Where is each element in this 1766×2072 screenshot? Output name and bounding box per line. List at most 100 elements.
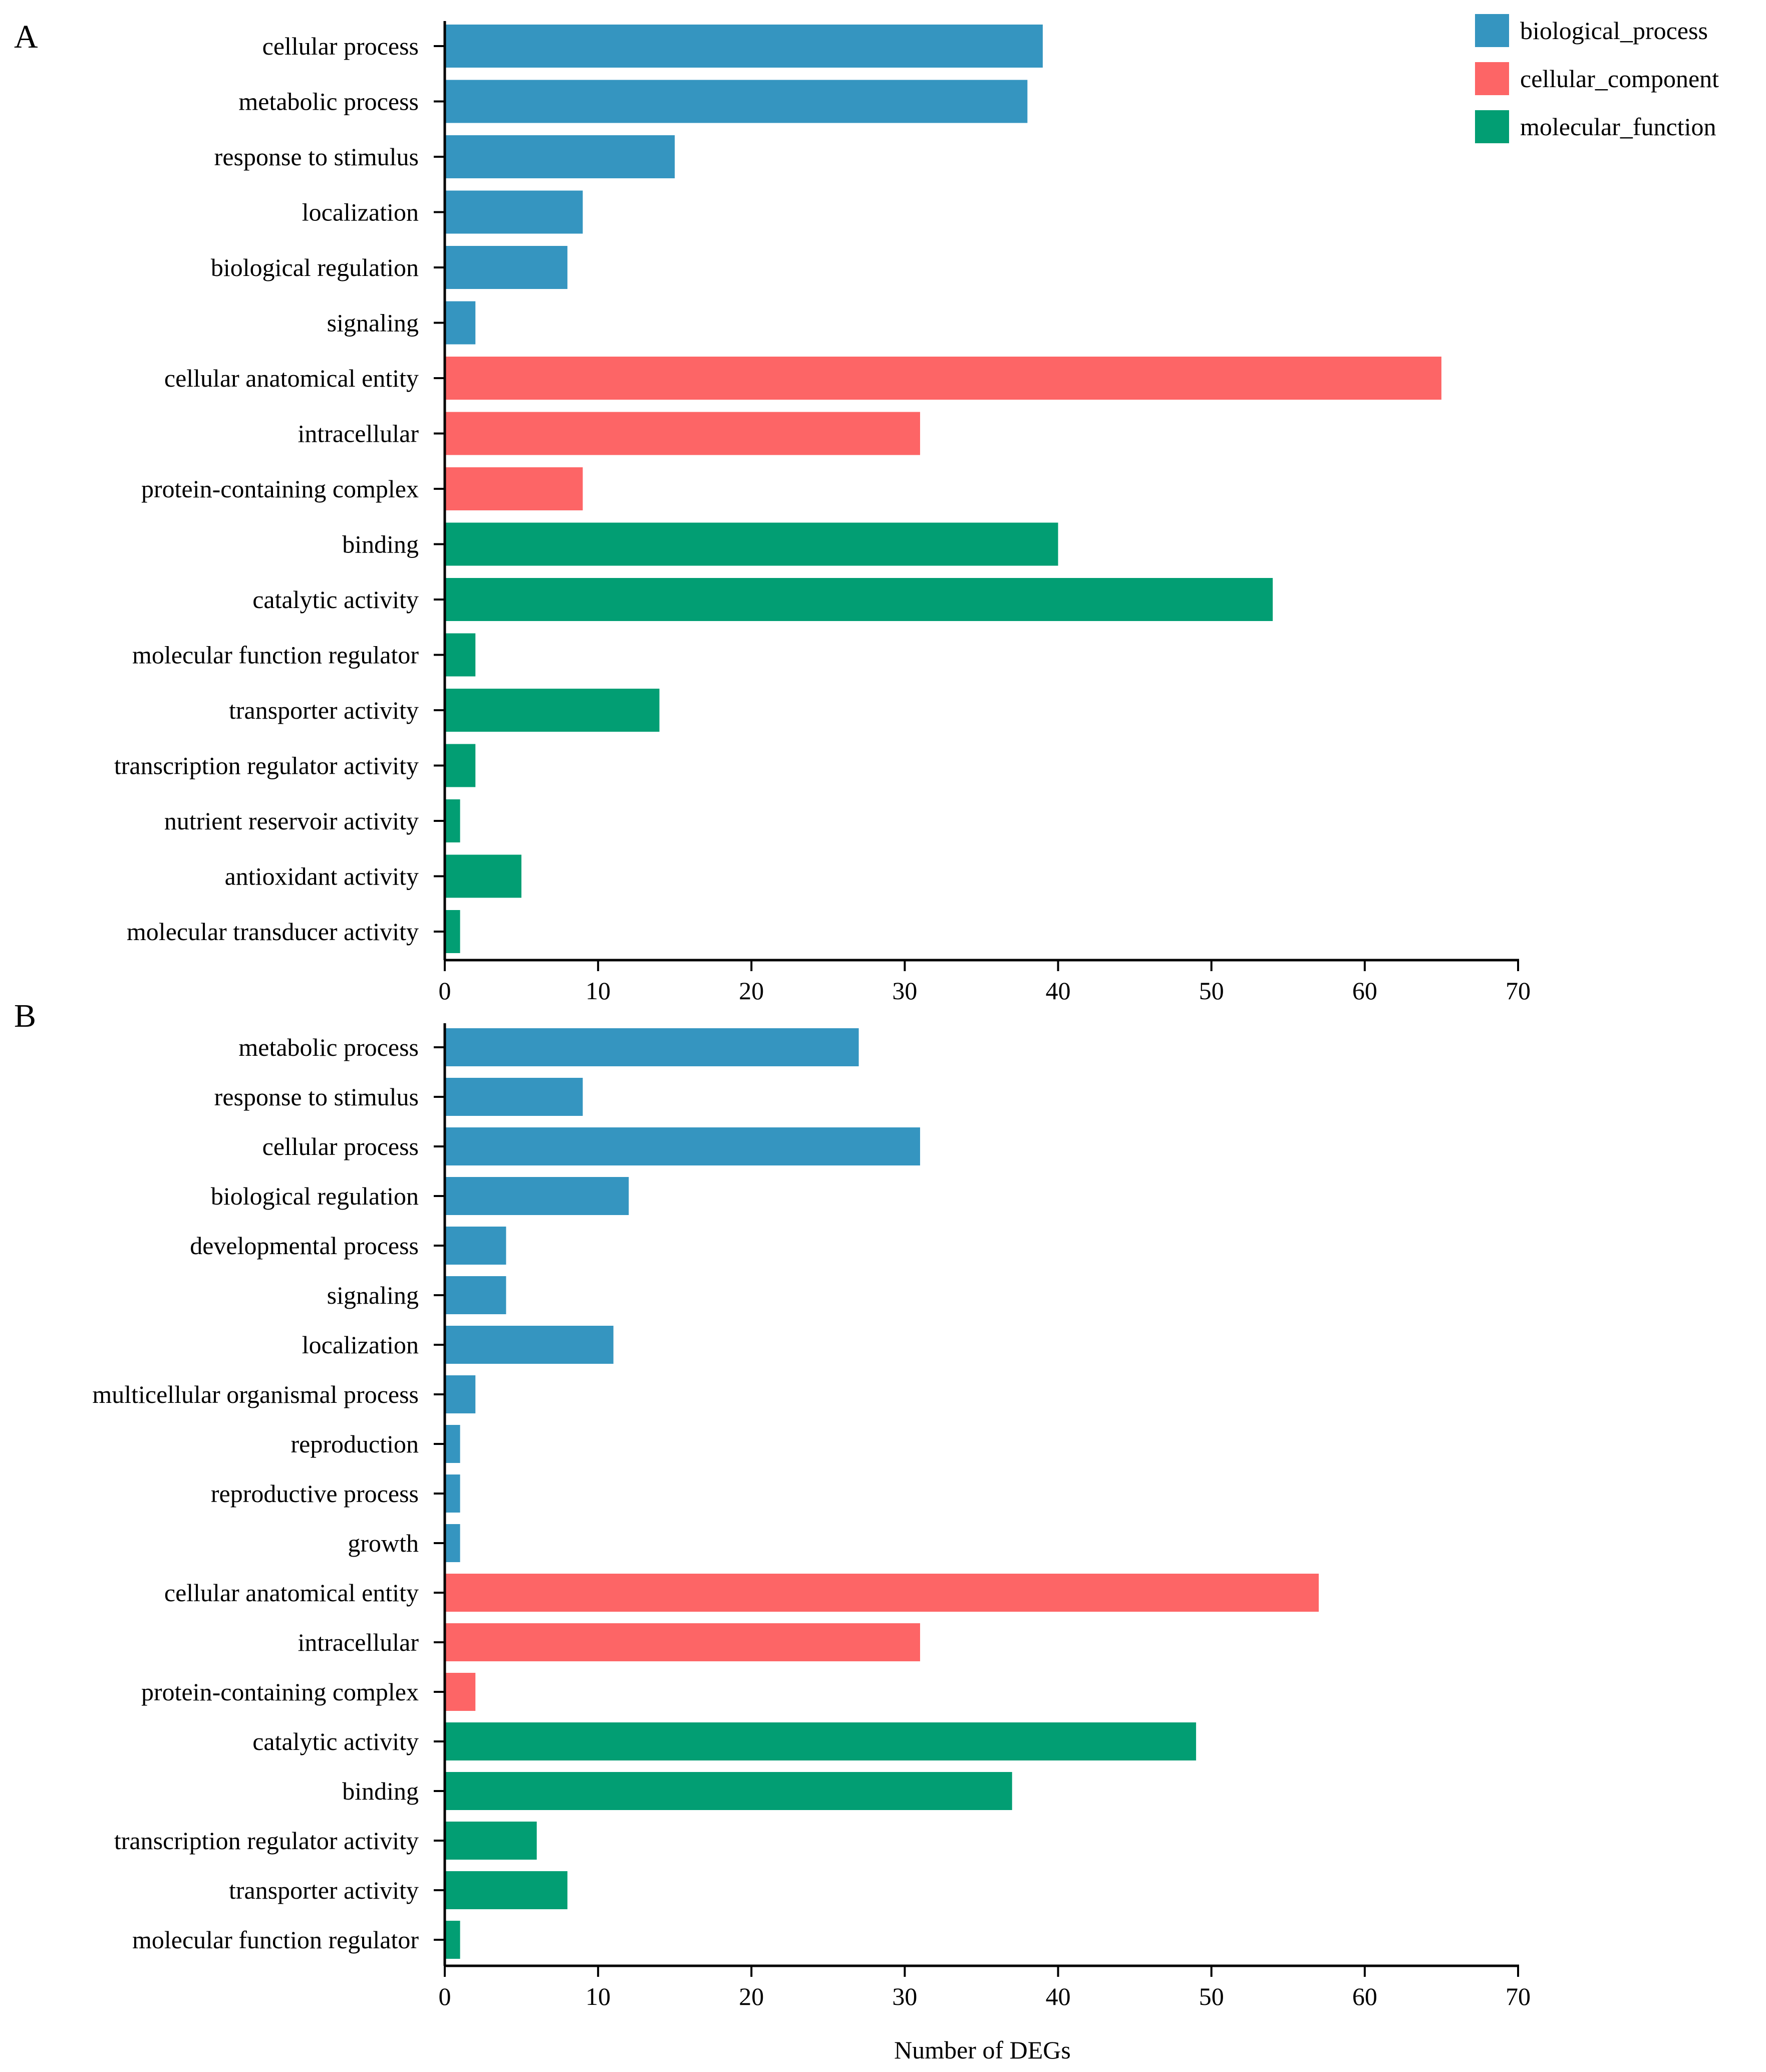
panel-a-category-label: binding: [342, 530, 419, 558]
panel-a-category-label: signaling: [327, 309, 419, 337]
panel-b-x-tick-label: 60: [1352, 1982, 1377, 2010]
panel-a-x-tick-label: 20: [739, 977, 764, 1005]
panel-b-category-label: protein-containing complex: [141, 1678, 419, 1706]
panel-b-bar-10: [445, 1474, 460, 1513]
panel-a-bar-3: [445, 135, 675, 178]
panel-b-x-tick-label: 70: [1506, 1982, 1531, 2010]
panel-a-x-tick-label: 60: [1352, 977, 1377, 1005]
panel-b-x-tick-label: 30: [892, 1982, 917, 2010]
panel-b-bar-6: [445, 1276, 506, 1314]
panel-b-category-label: cellular process: [262, 1132, 419, 1160]
panel-a-category-label: cellular anatomical entity: [164, 364, 419, 392]
panel-a-bar-10: [445, 522, 1058, 566]
panel-b-x-tick-label: 0: [439, 1982, 451, 2010]
panel-b-x-axis-title: Number of DEGs: [894, 2036, 1071, 2064]
panel-b-bar-4: [445, 1177, 629, 1215]
panel-b-category-label: intracellular: [298, 1628, 419, 1656]
panel-a-bar-14: [445, 744, 476, 787]
legend-label-biological-process: biological_process: [1520, 17, 1708, 45]
panel-b-x-tick-label: 10: [585, 1982, 611, 2010]
panel-a-bar-8: [445, 412, 921, 455]
panel-b-bar-1: [445, 1028, 859, 1066]
panel-a-bar-5: [445, 246, 567, 289]
panel-a-x-tick-label: 30: [892, 977, 917, 1005]
panel-b-bar-17: [445, 1822, 537, 1860]
panel-a-bar-11: [445, 578, 1273, 621]
panel-b-bar-16: [445, 1772, 1012, 1810]
legend-label-molecular-function: molecular_function: [1520, 113, 1716, 141]
panel-b-label: B: [14, 998, 36, 1034]
panel-b-category-label: growth: [348, 1529, 419, 1557]
panel-a-category-label: transporter activity: [229, 696, 419, 724]
panel-b-bar-5: [445, 1227, 506, 1265]
panel-a-label: A: [14, 19, 38, 55]
panel-b-bar-8: [445, 1375, 476, 1413]
panel-b-x-tick-label: 40: [1046, 1982, 1071, 2010]
panel-a-category-label: cellular process: [262, 32, 419, 60]
panel-a-x-tick-label: 0: [439, 977, 451, 1005]
panel-a-bar-6: [445, 301, 476, 345]
legend-label-cellular-component: cellular_component: [1520, 65, 1719, 93]
panel-a-bar-2: [445, 80, 1028, 123]
legend: biological_process cellular_componentmole…: [1475, 14, 1719, 143]
panel-b-x-tick-label: 20: [739, 1982, 764, 2010]
panel-b-category-label: catalytic activity: [252, 1727, 419, 1755]
panel-b-bar-7: [445, 1326, 614, 1364]
panel-a-category-label: molecular transducer activity: [127, 918, 419, 946]
panel-b-category-label: localization: [302, 1331, 419, 1359]
panel-b-bar-11: [445, 1524, 460, 1562]
legend-swatch-cellular-component: [1475, 62, 1509, 95]
panel-b-bar-2: [445, 1078, 583, 1116]
panel-b-x-tick-label: 50: [1199, 1982, 1224, 2010]
panel-b-bar-19: [445, 1921, 460, 1959]
panel-a-category-label: intracellular: [298, 420, 419, 448]
panel-a-category-label: molecular function regulator: [132, 641, 419, 669]
panel-a-x-tick-label: 70: [1506, 977, 1531, 1005]
panel-a-category-label: transcription regulator activity: [114, 752, 419, 780]
panel-b-category-label: transcription regulator activity: [114, 1827, 419, 1855]
panel-b-category-label: signaling: [327, 1281, 419, 1309]
panel-b-category-label: transporter activity: [229, 1876, 419, 1904]
panel-a-bar-15: [445, 799, 460, 842]
panel-b-bar-12: [445, 1574, 1319, 1612]
panel-a-bar-13: [445, 689, 660, 732]
panel-b-category-label: cellular anatomical entity: [164, 1579, 419, 1607]
panel-b-category-label: reproductive process: [211, 1479, 419, 1508]
panel-b-bar-9: [445, 1425, 460, 1463]
panel-a-category-label: metabolic process: [238, 88, 419, 116]
panel-a-category-label: catalytic activity: [252, 585, 419, 614]
panel-a-bar-9: [445, 467, 583, 510]
panel-a-category-label: localization: [302, 198, 419, 226]
panel-b-category-label: biological regulation: [211, 1182, 419, 1210]
panel-a-bar-16: [445, 854, 522, 898]
panel-a-x-tick-label: 40: [1046, 977, 1071, 1005]
panel-b-category-label: reproduction: [291, 1430, 419, 1458]
panel-b-bar-18: [445, 1871, 567, 1909]
panel-b-bar-13: [445, 1623, 921, 1661]
panel-b-category-label: molecular function regulator: [132, 1926, 419, 1954]
panel-b-category-label: multicellular organismal process: [92, 1380, 419, 1408]
panel-b-category-label: developmental process: [190, 1232, 419, 1260]
panel-b-bar-3: [445, 1127, 921, 1165]
panel-a-x-tick-label: 10: [585, 977, 611, 1005]
panel-a-bar-17: [445, 910, 460, 953]
panel-a-bar-7: [445, 357, 1441, 400]
panel-a-bar-1: [445, 25, 1043, 68]
legend-swatch-biological-process: [1475, 14, 1509, 47]
panel-b-category-label: metabolic process: [238, 1033, 419, 1061]
panel-b-category-label: binding: [342, 1777, 419, 1805]
panel-b-bar-15: [445, 1722, 1197, 1760]
panel-a-category-label: protein-containing complex: [141, 475, 419, 503]
panel-a-category-label: response to stimulus: [214, 143, 419, 171]
panel-a-category-label: nutrient reservoir activity: [164, 807, 419, 835]
panel-b-category-label: response to stimulus: [214, 1083, 419, 1111]
panel-a-x-tick-label: 50: [1199, 977, 1224, 1005]
panel-b-bar-14: [445, 1673, 476, 1711]
panel-a-bar-4: [445, 190, 583, 234]
panel-a-bar-12: [445, 633, 476, 677]
panel-a-category-label: biological regulation: [211, 253, 419, 281]
legend-swatch-molecular-function: [1475, 110, 1509, 143]
